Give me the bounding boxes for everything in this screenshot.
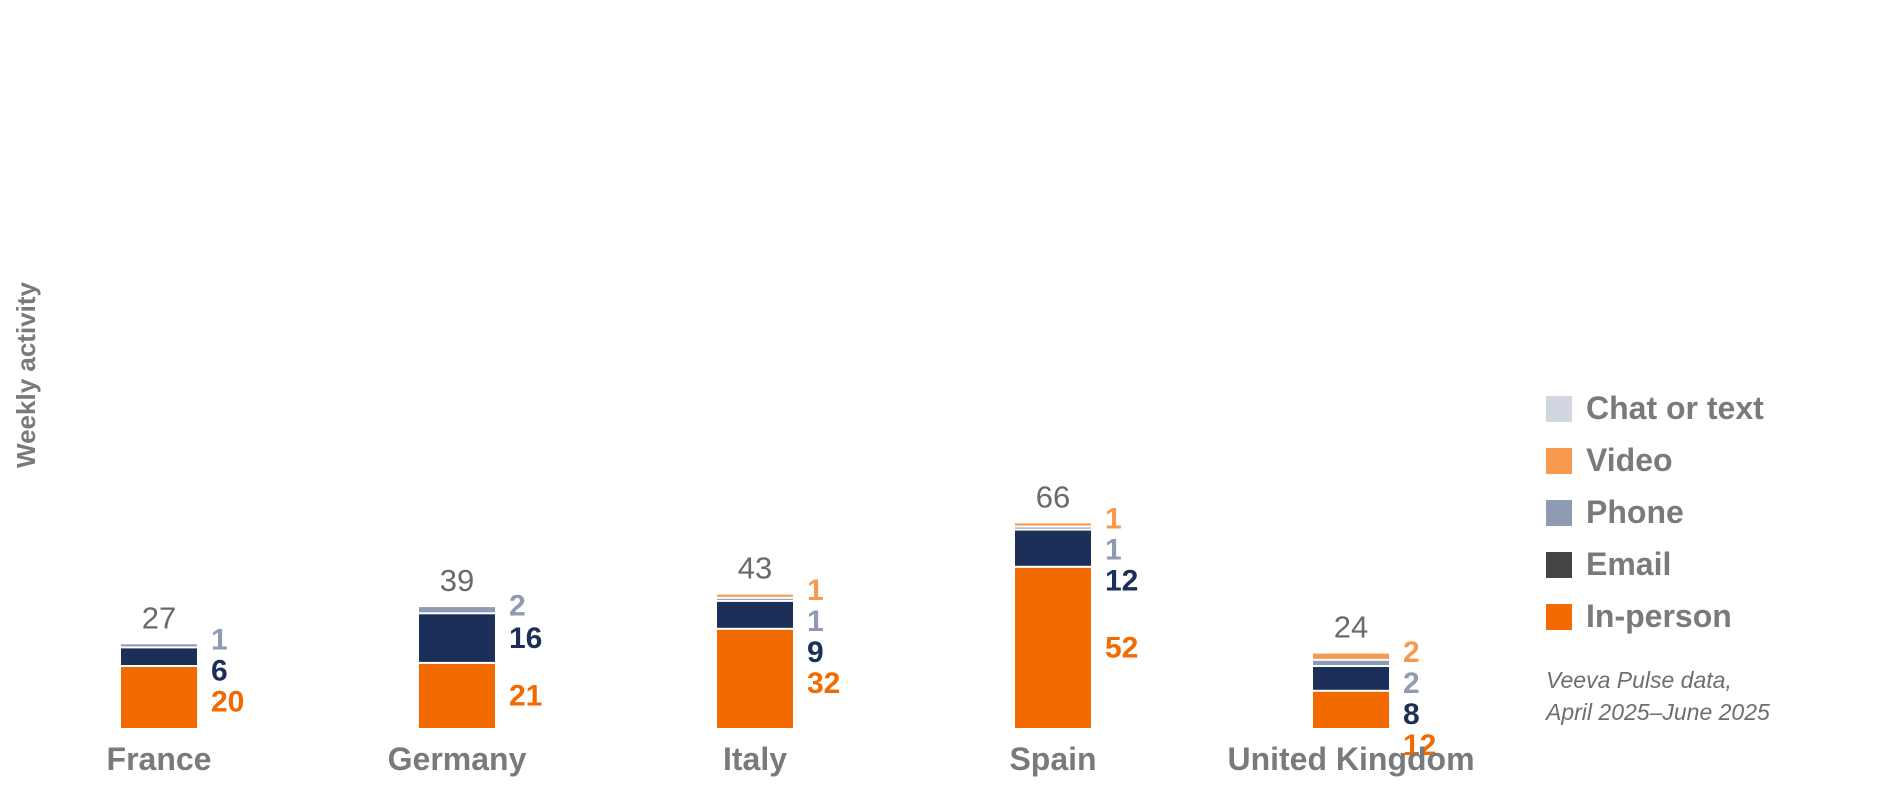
total-label-france: 27	[142, 600, 176, 635]
x-tick-label-italy: Italy	[723, 741, 787, 777]
data-label-spain-phone: 1	[1105, 534, 1122, 567]
data-label-france-email: 6	[211, 654, 228, 687]
legend-swatch-chat-or-text	[1546, 396, 1572, 422]
legend-label-chat-or-text: Chat or text	[1586, 390, 1764, 426]
bar-spain-video	[1015, 523, 1091, 526]
x-tick-label-france: France	[107, 741, 212, 777]
data-label-italy-in-person: 32	[807, 667, 840, 700]
bar-group-germany: 216 21 39 Germany	[388, 563, 543, 777]
legend-item-chat-or-text: Chat or text	[1546, 390, 1764, 426]
data-label-united-kingdom-email: 8	[1403, 698, 1420, 731]
bar-germany-in-person	[419, 663, 495, 728]
x-tick-label-spain: Spain	[1009, 741, 1096, 777]
data-label-italy-video: 1	[807, 574, 824, 607]
data-label-germany-phone: 2	[509, 589, 526, 622]
legend-item-phone: Phone	[1546, 494, 1684, 530]
legend-item-email: Email	[1546, 546, 1671, 582]
bar-italy-phone	[717, 598, 793, 600]
data-label-germany-in-person: 21	[509, 679, 542, 712]
bar-germany-email	[419, 614, 495, 662]
bar-france-email	[121, 648, 197, 665]
data-label-spain-email: 12	[1105, 565, 1138, 598]
x-tick-label-germany: Germany	[388, 741, 527, 777]
source-note-line-1: Veeva Pulse data,	[1546, 667, 1732, 693]
bar-united-kingdom-phone	[1313, 660, 1389, 665]
x-tick-label-united-kingdom: United Kingdom	[1227, 741, 1474, 777]
legend: Chat or text Video Phone Email In-person	[1546, 390, 1764, 634]
data-label-united-kingdom-video: 2	[1403, 636, 1420, 669]
source-note: Veeva Pulse data, April 2025–June 2025	[1544, 667, 1770, 725]
bar-italy-in-person	[717, 629, 793, 728]
legend-label-phone: Phone	[1586, 494, 1684, 530]
legend-swatch-in-person	[1546, 604, 1572, 630]
y-axis-label: Weekly activity	[11, 281, 41, 468]
data-label-italy-phone: 1	[807, 605, 824, 638]
legend-item-in-person: In-person	[1546, 598, 1732, 634]
bar-france-in-person	[121, 667, 197, 728]
bar-italy-email	[717, 601, 793, 628]
legend-label-video: Video	[1586, 442, 1673, 478]
total-label-italy: 43	[738, 551, 772, 586]
bar-spain-email	[1015, 530, 1091, 566]
total-label-spain: 66	[1036, 479, 1070, 514]
data-label-united-kingdom-phone: 2	[1403, 667, 1420, 700]
legend-label-email: Email	[1586, 546, 1671, 582]
total-label-united-kingdom: 24	[1334, 610, 1368, 645]
legend-swatch-video	[1546, 448, 1572, 474]
bar-italy-video	[717, 594, 793, 597]
legend-swatch-email	[1546, 552, 1572, 578]
bar-spain-in-person	[1015, 567, 1091, 728]
data-label-spain-video: 1	[1105, 503, 1122, 536]
data-label-united-kingdom-in-person: 12	[1403, 729, 1436, 762]
bar-spain-phone	[1015, 527, 1091, 529]
source-note-line-2: April 2025–June 2025	[1544, 699, 1770, 725]
bars-layer: 162027France2162139Germany1193243Italy11…	[107, 479, 1475, 777]
bar-france-phone	[121, 644, 197, 647]
bar-united-kingdom-email	[1313, 667, 1389, 690]
legend-item-video: Video	[1546, 442, 1673, 478]
total-label-germany: 39	[440, 563, 474, 598]
bar-united-kingdom-in-person	[1313, 691, 1389, 728]
data-label-germany-email: 16	[509, 622, 542, 655]
data-label-france-phone: 1	[211, 623, 228, 656]
bar-germany-phone	[419, 607, 495, 613]
data-label-spain-in-person: 52	[1105, 631, 1138, 664]
bar-united-kingdom-video	[1313, 653, 1389, 659]
data-label-france-in-person: 20	[211, 685, 244, 718]
data-label-italy-email: 9	[807, 636, 824, 669]
legend-swatch-phone	[1546, 500, 1572, 526]
legend-label-in-person: In-person	[1586, 598, 1732, 634]
